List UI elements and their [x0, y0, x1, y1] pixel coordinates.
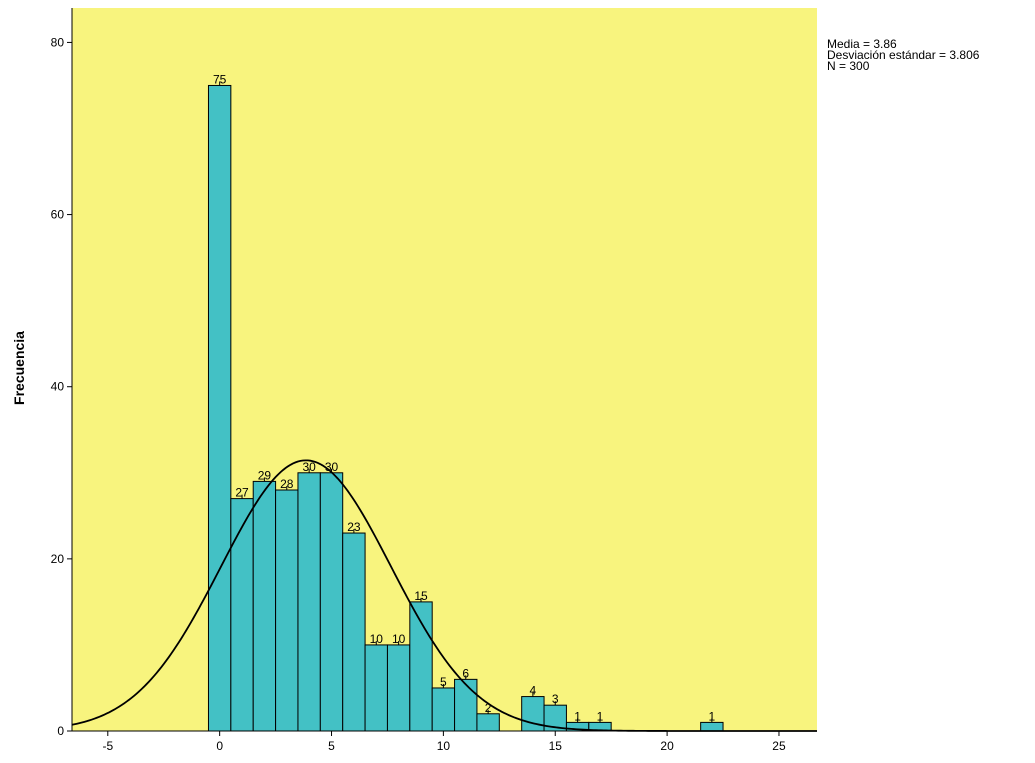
- bar-value-label: 4: [530, 684, 537, 698]
- x-tick-label: -5: [102, 739, 113, 753]
- bar-value-label: 10: [392, 632, 406, 646]
- bar-value-label: 1: [709, 709, 716, 723]
- histogram-bar: [252, 480, 277, 732]
- bar-value-label: 5: [440, 675, 447, 689]
- x-axis-ticks: -5 0 5 10 15 20 25: [102, 731, 786, 753]
- bar-value-label: 1: [597, 709, 604, 723]
- histogram-bar: [207, 84, 232, 732]
- bar-value-label: 1: [574, 709, 581, 723]
- bar-value-label: 27: [235, 486, 249, 500]
- histogram-bar: [700, 721, 724, 732]
- y-tick-label: 20: [51, 552, 65, 566]
- y-tick-label: 0: [57, 724, 64, 738]
- stats-line: Media = 3.86: [827, 37, 897, 51]
- histogram-bar: [275, 489, 299, 732]
- histogram-bar: [386, 644, 411, 732]
- histogram-bar: [454, 678, 478, 732]
- bar-value-label: 30: [302, 460, 316, 474]
- x-tick-label: 10: [437, 739, 451, 753]
- histogram-bars: [207, 84, 724, 732]
- bar-value-label: 29: [258, 468, 272, 482]
- bar-value-label: 3: [552, 692, 559, 706]
- bar-value-label: 30: [325, 460, 339, 474]
- bar-value-label: 15: [414, 589, 428, 603]
- histogram-bar: [476, 713, 500, 732]
- y-tick-label: 60: [51, 208, 65, 222]
- histogram-bar: [431, 687, 456, 732]
- x-tick-label: 20: [660, 739, 674, 753]
- x-tick-label: 15: [549, 739, 563, 753]
- y-axis-title: Frecuencia: [11, 331, 27, 405]
- histogram-bar: [364, 644, 388, 732]
- y-tick-label: 40: [51, 380, 65, 394]
- bar-value-label: 6: [462, 666, 469, 680]
- bar-value-labels: 75 27 29 28 30 30 23 10 10 15 5 6 2 4 3 1 1 1: [213, 72, 716, 723]
- histogram-bar: [319, 472, 344, 732]
- bar-value-label: 23: [347, 520, 361, 534]
- y-tick-label: 80: [51, 35, 65, 49]
- x-tick-label: 25: [772, 739, 786, 753]
- x-tick-label: 0: [216, 739, 223, 753]
- bar-value-label: 2: [485, 701, 492, 715]
- histogram-bar: [342, 532, 366, 732]
- histogram-bar: [230, 498, 254, 732]
- plot-background: [72, 8, 817, 731]
- stats-line: Desviación estándar = 3.806: [827, 48, 980, 62]
- histogram-bar: [297, 472, 321, 732]
- stats-line: N = 300: [827, 59, 870, 73]
- bar-value-label: 75: [213, 72, 227, 86]
- bar-value-label: 10: [370, 632, 384, 646]
- x-tick-label: 5: [328, 739, 335, 753]
- bar-value-label: 28: [280, 477, 294, 491]
- y-axis-ticks: 0 20 40 60 80: [51, 35, 72, 738]
